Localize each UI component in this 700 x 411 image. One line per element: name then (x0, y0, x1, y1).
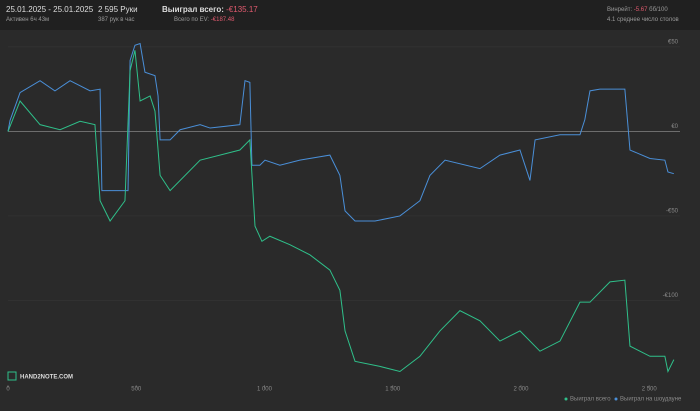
winrate: Винрейт: -5.67 бб/100 (607, 7, 668, 13)
active-time: Активен 6ч 43м (6, 17, 50, 23)
ev-label: Всего по EV: (174, 17, 210, 23)
series-line (7, 50, 675, 374)
y-tick-label: -€100 (663, 293, 679, 299)
y-tick-label: -€50 (666, 209, 679, 215)
winrate-label: Винрейт: (607, 7, 633, 13)
won-total: Выиграл всего: -€135.17 (162, 5, 258, 14)
tables: 4.1 среднее число столов (607, 17, 679, 23)
hands: 2 595 Руки (98, 5, 138, 14)
winrate-unit: бб/100 (649, 7, 668, 13)
legend-label: Выиграл на шоудауне (620, 397, 682, 403)
won-label: Выиграл всего: (162, 5, 224, 14)
hands-per-hour: 387 рук в час (98, 17, 135, 23)
y-tick-label: €0 (671, 124, 678, 130)
logo-text: HAND2NOTE.COM (20, 375, 73, 381)
legend-label: Выиграл всего (570, 397, 611, 403)
x-tick-label: 2 500 (642, 387, 658, 393)
logo: HAND2NOTE.COM (7, 371, 73, 381)
ev-value: -€187.48 (210, 17, 235, 23)
series-line (7, 42, 674, 222)
x-tick-label: 500 (131, 387, 142, 393)
ev-total: Всего по EV: -€187.48 (174, 17, 234, 23)
won-value: -€135.17 (226, 5, 258, 14)
winrate-value: -5.67 (633, 7, 648, 13)
legend-dot (614, 397, 618, 401)
legend-dot (564, 397, 568, 401)
y-tick-label: €50 (668, 39, 679, 45)
x-tick-label: 1 500 (385, 387, 401, 393)
x-tick-label: 1 000 (257, 387, 273, 393)
logo-icon (7, 371, 17, 381)
date-range: 25.01.2025 - 25.01.2025 (6, 5, 94, 14)
x-tick-label: 2 000 (513, 387, 529, 393)
x-tick-label: 0 (6, 387, 10, 393)
header: 25.01.2025 - 25.01.2025 Активен 6ч 43м 2… (0, 0, 700, 30)
